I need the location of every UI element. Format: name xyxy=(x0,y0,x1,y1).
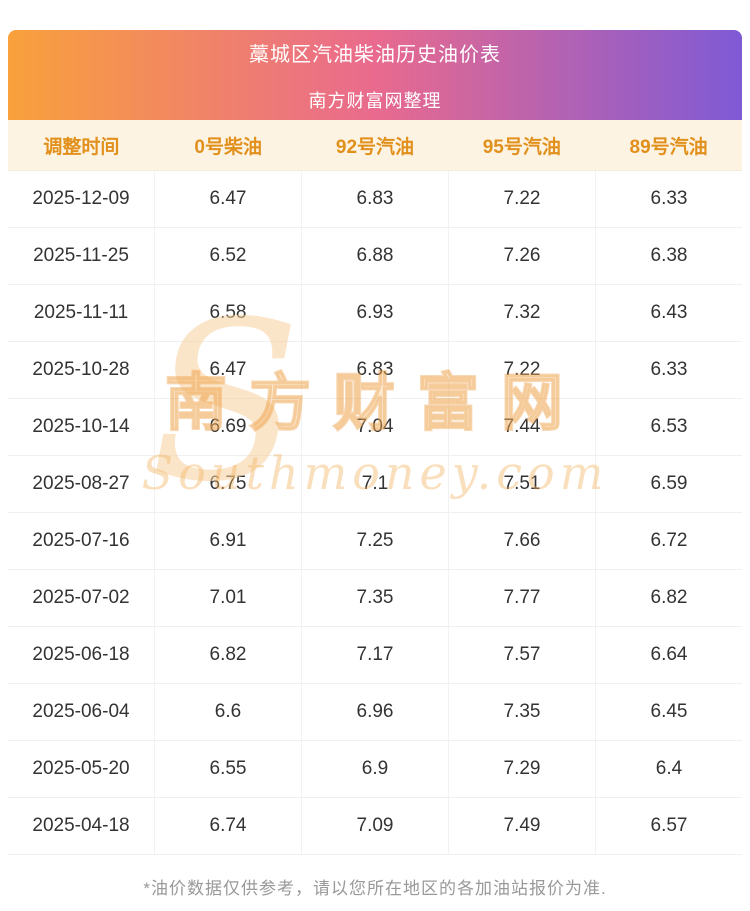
price-cell: 6.96 xyxy=(302,684,449,740)
table-row: 2025-04-18 6.74 7.09 7.49 6.57 xyxy=(8,798,742,855)
price-cell: 7.29 xyxy=(449,741,596,797)
price-cell: 7.57 xyxy=(449,627,596,683)
price-cell: 7.1 xyxy=(302,456,449,512)
column-header-date: 调整时间 xyxy=(43,136,120,158)
price-cell: 6.82 xyxy=(155,627,302,683)
price-cell: 6.9 xyxy=(302,741,449,797)
price-cell: 6.64 xyxy=(650,644,688,665)
price-cell: 7.66 xyxy=(449,513,596,569)
table-row: 2025-06-04 6.6 6.96 7.35 6.45 xyxy=(8,684,742,741)
banner-title: 藁城区汽油柴油历史油价表 xyxy=(249,43,501,66)
price-cell: 6.45 xyxy=(650,701,688,722)
price-cell: 6.91 xyxy=(155,513,302,569)
price-cell: 6.58 xyxy=(155,285,302,341)
price-cell: 6.4 xyxy=(655,758,683,779)
price-cell: 6.72 xyxy=(650,530,688,551)
price-cell: 7.04 xyxy=(302,399,449,455)
banner-subtitle: 南方财富网整理 xyxy=(308,90,442,111)
column-header-gasoline-95: 95号汽油 xyxy=(482,136,561,158)
table-row: 2025-11-11 6.58 6.93 7.32 6.43 xyxy=(8,285,742,342)
price-cell: 6.38 xyxy=(650,245,688,266)
price-cell: 6.6 xyxy=(155,684,302,740)
table-row: 2025-05-20 6.55 6.9 7.29 6.4 xyxy=(8,741,742,798)
date-cell: 2025-10-28 xyxy=(8,342,155,398)
price-cell: 6.82 xyxy=(650,587,688,608)
price-cell: 7.26 xyxy=(449,228,596,284)
column-header-gasoline-89: 89号汽油 xyxy=(629,136,708,158)
table-row: 2025-12-09 6.47 6.83 7.22 6.33 xyxy=(8,171,742,228)
date-cell: 2025-12-09 xyxy=(8,171,155,227)
price-cell: 7.22 xyxy=(449,342,596,398)
date-cell: 2025-07-16 xyxy=(8,513,155,569)
table-row: 2025-07-16 6.91 7.25 7.66 6.72 xyxy=(8,513,742,570)
date-cell: 2025-05-20 xyxy=(8,741,155,797)
price-cell: 6.55 xyxy=(155,741,302,797)
price-cell: 7.17 xyxy=(302,627,449,683)
price-cell: 6.93 xyxy=(302,285,449,341)
date-cell: 2025-07-02 xyxy=(8,570,155,626)
price-cell: 6.83 xyxy=(302,171,449,227)
column-header-diesel-0: 0号柴油 xyxy=(194,136,262,158)
price-cell: 6.83 xyxy=(302,342,449,398)
price-cell: 6.69 xyxy=(155,399,302,455)
price-cell: 6.47 xyxy=(155,342,302,398)
table-row: 2025-10-28 6.47 6.83 7.22 6.33 xyxy=(8,342,742,399)
table-row: 2025-10-14 6.69 7.04 7.44 6.53 xyxy=(8,399,742,456)
table-row: 2025-07-02 7.01 7.35 7.77 6.82 xyxy=(8,570,742,627)
price-cell: 6.59 xyxy=(650,473,688,494)
price-cell: 6.57 xyxy=(650,815,688,836)
price-cell: 7.22 xyxy=(449,171,596,227)
price-cell: 6.52 xyxy=(155,228,302,284)
price-cell: 6.43 xyxy=(650,302,688,323)
date-cell: 2025-06-04 xyxy=(8,684,155,740)
price-cell: 7.09 xyxy=(302,798,449,854)
price-cell: 7.35 xyxy=(302,570,449,626)
price-cell: 6.47 xyxy=(155,171,302,227)
date-cell: 2025-11-25 xyxy=(8,228,155,284)
price-cell: 7.77 xyxy=(449,570,596,626)
table-row: 2025-08-27 6.75 7.1 7.51 6.59 xyxy=(8,456,742,513)
table-banner: 藁城区汽油柴油历史油价表 南方财富网整理 xyxy=(8,30,742,120)
price-cell: 6.53 xyxy=(650,416,688,437)
date-cell: 2025-06-18 xyxy=(8,627,155,683)
price-cell: 6.75 xyxy=(155,456,302,512)
footer-note: *油价数据仅供参考，请以您所在地区的各加油站报价为准. xyxy=(143,879,607,898)
table-row: 2025-11-25 6.52 6.88 7.26 6.38 xyxy=(8,228,742,285)
table-body: 2025-12-09 6.47 6.83 7.22 6.33 2025-11-25 6.52… xyxy=(8,171,742,855)
price-cell: 7.01 xyxy=(155,570,302,626)
price-cell: 6.33 xyxy=(650,359,688,380)
date-cell: 2025-08-27 xyxy=(8,456,155,512)
column-header-gasoline-92: 92号汽油 xyxy=(335,136,415,158)
price-cell: 7.49 xyxy=(449,798,596,854)
date-cell: 2025-10-14 xyxy=(8,399,155,455)
price-cell: 7.32 xyxy=(449,285,596,341)
price-cell: 6.88 xyxy=(302,228,449,284)
price-cell: 7.25 xyxy=(302,513,449,569)
price-cell: 7.35 xyxy=(449,684,596,740)
table-row: 2025-06-18 6.82 7.17 7.57 6.64 xyxy=(8,627,742,684)
price-cell: 6.74 xyxy=(155,798,302,854)
price-table: 调整时间 0号柴油 92号汽油 95号汽油 89号汽油 2025-12-09 6.… xyxy=(8,120,742,855)
table-header-row: 调整时间 0号柴油 92号汽油 95号汽油 89号汽油 xyxy=(8,120,742,171)
price-cell: 7.44 xyxy=(449,399,596,455)
price-cell: 6.33 xyxy=(650,188,688,209)
date-cell: 2025-11-11 xyxy=(8,285,155,341)
date-cell: 2025-04-18 xyxy=(8,798,155,854)
price-cell: 7.51 xyxy=(449,456,596,512)
